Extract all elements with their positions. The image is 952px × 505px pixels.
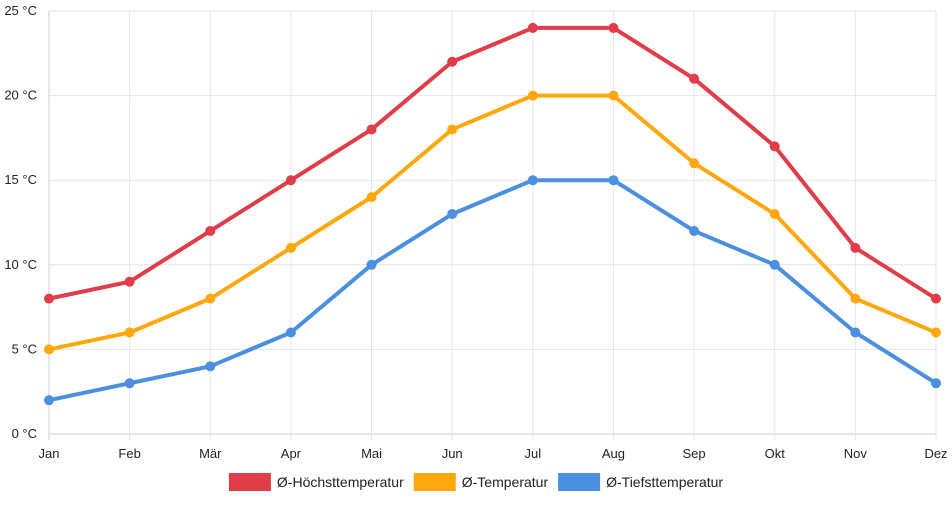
data-point	[608, 90, 619, 101]
y-tick-label: 15 °C	[4, 172, 37, 187]
data-point	[931, 293, 941, 304]
x-tick-label: Okt	[765, 446, 786, 461]
legend-swatch	[413, 473, 456, 491]
legend-label: Ø-Temperatur	[462, 474, 549, 490]
data-point	[608, 175, 619, 186]
data-point	[205, 293, 216, 304]
data-point	[689, 73, 700, 84]
x-tick-label: Feb	[118, 446, 140, 461]
data-point	[527, 22, 538, 33]
series-lines	[44, 22, 941, 406]
data-point	[285, 327, 296, 338]
x-tick-label: Sep	[683, 446, 706, 461]
data-point	[285, 175, 296, 186]
data-point	[124, 327, 135, 338]
data-point	[366, 259, 377, 270]
y-axis-ticks: 0 °C 5 °C 10 °C 15 °C 20 °C 25 °C	[4, 3, 37, 441]
data-point	[205, 225, 216, 236]
data-point	[205, 361, 216, 372]
data-point	[44, 344, 54, 355]
x-tick-label: Aug	[602, 446, 625, 461]
data-point	[366, 124, 377, 135]
x-tick-label: Apr	[281, 446, 302, 461]
series-1	[44, 90, 941, 355]
data-point	[447, 124, 458, 135]
data-point	[931, 327, 941, 338]
y-tick-label: 10 °C	[4, 257, 37, 272]
data-point	[447, 56, 458, 67]
x-tick-label: Dez	[924, 446, 947, 461]
x-axis-ticks: Jan Feb Mär Apr Mai Jun Jul Aug Sep Okt Nov Dez	[39, 446, 948, 461]
legend: Ø-Höchsttemperatur Ø-Temperatur Ø-Tiefstte…	[228, 473, 723, 491]
data-point	[769, 209, 780, 220]
x-tick-label: Jul	[525, 446, 542, 461]
data-point	[44, 293, 54, 304]
data-point	[769, 259, 780, 270]
x-tick-label: Jun	[442, 446, 463, 461]
data-point	[366, 192, 377, 203]
grid	[48, 10, 937, 440]
series-line	[47, 93, 938, 352]
x-tick-label: Mär	[199, 446, 222, 461]
data-point	[285, 242, 296, 253]
data-point	[850, 293, 861, 304]
y-tick-label: 20 °C	[4, 88, 37, 103]
legend-item[interactable]: Ø-Höchsttemperatur	[228, 473, 404, 491]
data-point	[44, 395, 54, 406]
data-point	[769, 141, 780, 152]
data-point	[447, 209, 458, 220]
legend-item[interactable]: Ø-Temperatur	[413, 473, 549, 491]
x-tick-label: Nov	[844, 446, 868, 461]
y-tick-label: 5 °C	[12, 341, 37, 356]
data-point	[608, 22, 619, 33]
y-tick-label: 0 °C	[12, 426, 37, 441]
series-0	[44, 22, 941, 304]
legend-item[interactable]: Ø-Tiefsttemperatur	[558, 473, 723, 491]
data-point	[689, 158, 700, 169]
data-point	[124, 276, 135, 287]
legend-swatch	[228, 473, 271, 491]
x-tick-label: Mai	[361, 446, 382, 461]
data-point	[527, 175, 538, 186]
legend-label: Ø-Tiefsttemperatur	[606, 474, 723, 490]
legend-label: Ø-Höchsttemperatur	[277, 474, 404, 490]
data-point	[850, 327, 861, 338]
data-point	[527, 90, 538, 101]
x-tick-label: Jan	[39, 446, 60, 461]
data-point	[850, 242, 861, 253]
legend-swatch	[558, 473, 601, 491]
data-point	[931, 378, 941, 389]
series-2	[44, 175, 941, 406]
series-line	[47, 178, 938, 403]
y-tick-label: 25 °C	[4, 3, 37, 18]
data-point	[689, 225, 700, 236]
data-point	[124, 378, 135, 389]
series-line	[47, 25, 938, 301]
